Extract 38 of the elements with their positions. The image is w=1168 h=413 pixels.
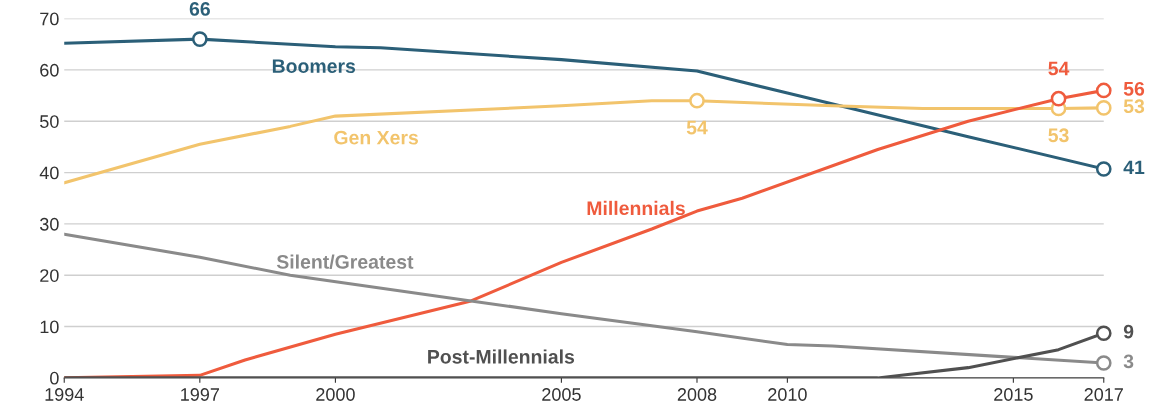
series-label: Gen Xers [334,130,418,145]
data-label: 56 [1123,81,1145,96]
x-tick-label: 2017 [1084,388,1123,401]
x-tick-label: 2015 [994,388,1033,401]
data-label: 54 [1048,61,1070,76]
data-label: 53 [1123,99,1145,114]
y-tick-label: 10 [40,320,59,334]
x-tick-label: 2008 [677,388,717,401]
point [1095,82,1112,99]
x-tick-label: 2005 [542,388,581,401]
series-label: Boomers [272,59,356,74]
point [689,92,705,109]
data-label: 54 [686,120,708,135]
data-label: 53 [1048,128,1069,143]
point [1095,355,1112,371]
x-tick-label: 1994 [45,388,84,401]
series-label: Silent/Greatest [276,254,414,269]
data-label: 9 [1123,324,1134,339]
y-tick-label: 30 [39,217,59,231]
point [1095,161,1112,177]
y-tick-label: 40 [39,166,59,180]
point [191,31,208,47]
y-tick-label: 60 [40,63,59,77]
x-tick-label: 2010 [768,388,807,401]
y-tick-label: 0 [50,371,59,385]
x-tick-label: 1997 [181,388,220,401]
y-tick-label: 50 [40,115,59,128]
point [1095,100,1112,116]
point [1095,325,1112,342]
series-label: Millennials [587,200,685,216]
y-tick-label: 20 [40,269,59,282]
data-label: 3 [1123,354,1134,369]
point [1050,90,1067,107]
series-label: Post-Millennials [428,349,575,364]
x-tick-label: 2000 [316,388,355,401]
data-label: 41 [1123,160,1145,175]
y-tick-label: 70 [40,12,59,26]
data-label: 66 [189,2,210,16]
